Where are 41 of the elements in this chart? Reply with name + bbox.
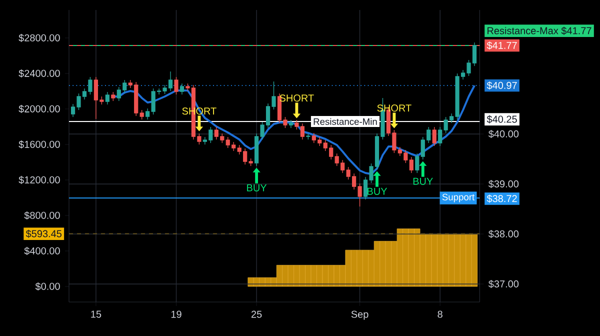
candlestick <box>111 92 116 102</box>
y2-tick-label: $38.72 <box>486 194 517 203</box>
x-tick-label: 8 <box>438 310 442 318</box>
y-tick-label: $2400.00 <box>18 69 60 78</box>
candlestick <box>146 108 150 120</box>
x-tick-label: 25 <box>251 310 262 318</box>
candlestick <box>174 76 178 95</box>
candlestick <box>105 92 110 105</box>
y-tick-label: $1200.00 <box>18 176 60 184</box>
y-tick-label: $800.00 <box>24 211 60 220</box>
ref-line-label: Resistance-Max $41.77 <box>488 26 592 35</box>
candlestick <box>140 110 144 120</box>
y-tick-label: $1600.00 <box>18 140 60 149</box>
y-tick-label: $2800.00 <box>18 34 60 42</box>
candlestick <box>432 126 436 146</box>
candlestick <box>180 83 184 95</box>
text: BUY <box>368 188 388 195</box>
candlestick <box>288 120 294 128</box>
y2-tick-label: $40.97 <box>486 81 517 90</box>
text: BUY <box>413 178 433 185</box>
candlestick <box>415 153 420 174</box>
x-tick-label: 15 <box>91 310 102 318</box>
y-tick-label: $2000.00 <box>18 104 60 114</box>
ref-line-label: Resistance-Min <box>314 118 377 125</box>
candlestick <box>306 133 310 140</box>
candlestick <box>438 126 442 146</box>
y2-tick-label: $39.00 <box>488 180 519 188</box>
y2-tick-label: $37.00 <box>488 280 519 288</box>
x-tick-label: 19 <box>171 310 182 318</box>
y2-tick-label: $40.00 <box>488 130 519 138</box>
ref-line-label: $593.45 <box>26 230 62 238</box>
y-tick-label: $400.00 <box>24 246 60 256</box>
series-label: BUY <box>247 184 267 192</box>
y2-tick-label: $41.77 <box>486 41 517 50</box>
y-tick-label: $0.00 <box>35 282 60 291</box>
y2-tick-label: $38.00 <box>488 230 519 238</box>
x-tick-label: Sep <box>351 310 368 320</box>
y2-tick-label: $40.25 <box>486 115 517 124</box>
candlestick <box>409 156 414 174</box>
ref-line-label: Support <box>442 194 475 202</box>
candlestick <box>248 158 253 166</box>
